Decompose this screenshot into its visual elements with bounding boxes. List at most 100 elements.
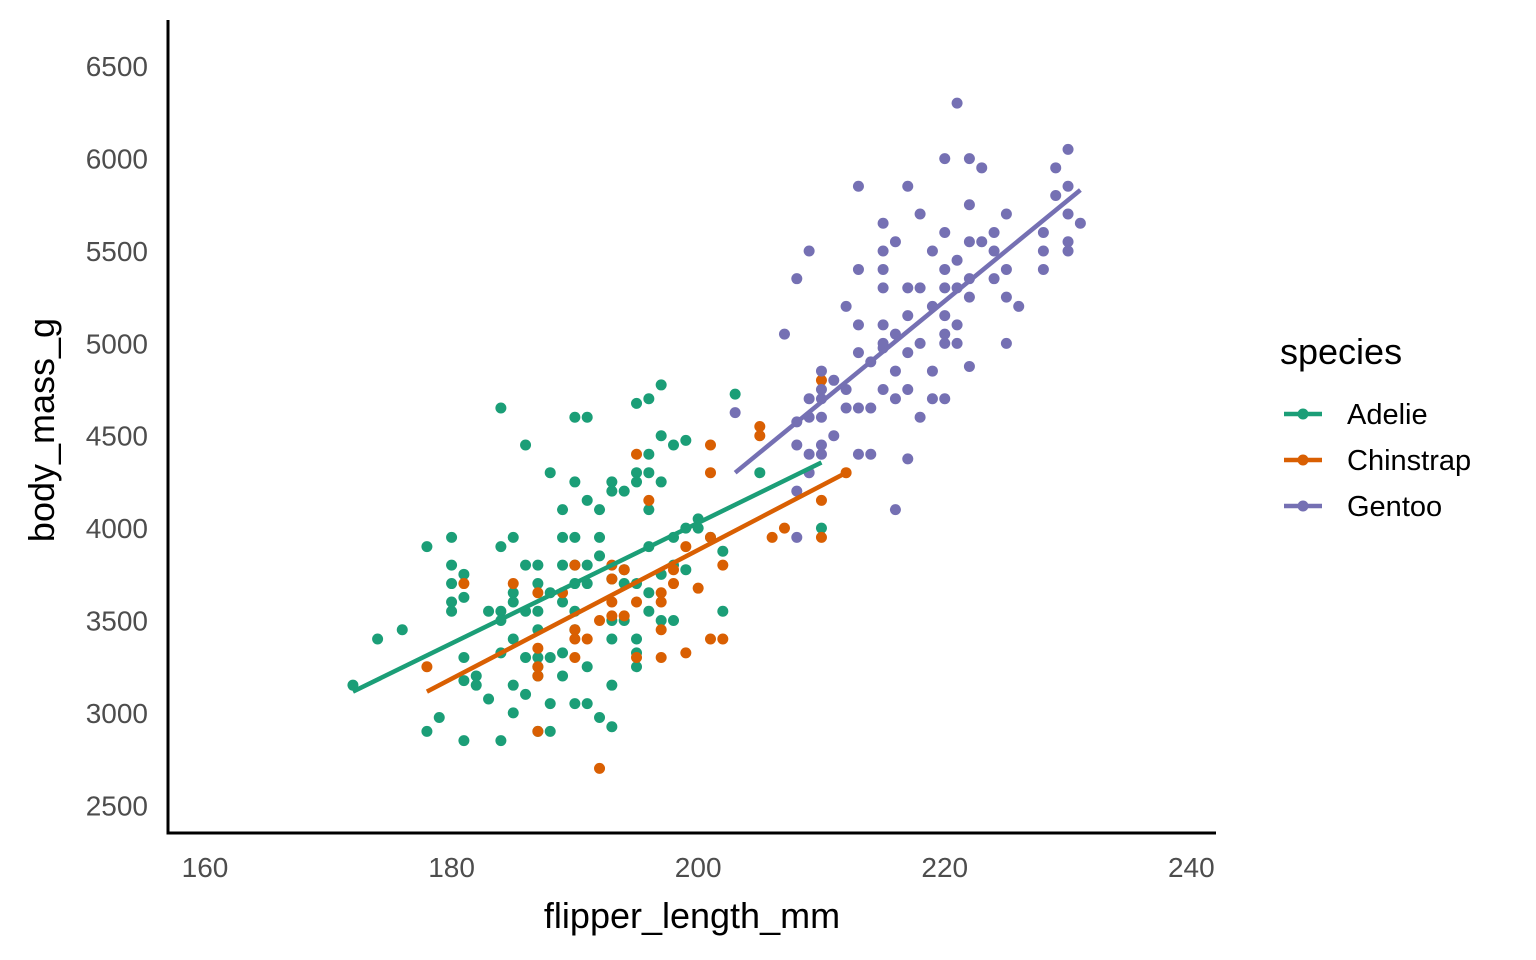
chinstrap-point [815,374,827,386]
gentoo-point [1050,190,1062,202]
adelie-point [557,559,569,571]
x-tick-label: 180 [428,852,475,883]
gentoo-point [852,180,864,192]
adelie-point [643,393,655,405]
adelie-point [606,485,618,497]
adelie-point [458,568,470,580]
gentoo-point [1062,180,1074,192]
chinstrap-point [717,633,729,645]
gentoo-point [939,226,951,238]
gentoo-point [1000,208,1012,220]
adelie-point [680,434,692,446]
chinstrap-point [569,633,581,645]
gentoo-point [815,365,827,377]
adelie-point [643,587,655,599]
y-tick-label: 2500 [86,790,148,821]
adelie-point [520,688,532,700]
legend-item-chinstrap: Chinstrap [1284,445,1471,477]
y-tick-label: 4500 [86,421,148,452]
adelie-point [717,545,729,557]
chinstrap-trend-line [425,470,848,694]
adelie-point [483,605,495,617]
adelie-trend-line [351,460,823,694]
adelie-point [581,698,593,710]
adelie-point [446,559,458,571]
adelie-point [495,402,507,414]
adelie-point [581,661,593,673]
x-tick-label: 160 [182,852,229,883]
chinstrap-point [655,624,667,636]
gentoo-point [1050,162,1062,174]
chinstrap-point [778,522,790,534]
gentoo-point [976,236,988,248]
adelie-point [631,633,643,645]
adelie-point [668,615,680,627]
chinstrap-point [766,531,778,543]
gentoo-point [889,393,901,405]
gentoo-point [852,263,864,275]
gentoo-point [1013,300,1025,312]
adelie-point [532,578,544,590]
adelie-point [470,679,482,691]
gentoo-point [791,439,803,451]
adelie-point [458,735,470,747]
gentoo-point [815,448,827,460]
gentoo-point [939,263,951,275]
gentoo-point [803,393,815,405]
gentoo-point [902,310,914,322]
adelie-point [606,476,618,488]
adelie-point [495,605,507,617]
adelie-point [655,430,667,442]
gentoo-point [988,273,1000,285]
x-tick-label: 220 [921,852,968,883]
gentoo-trend-line [733,188,1082,475]
gentoo-point [1037,263,1049,275]
chinstrap-point [704,633,716,645]
adelie-point [446,605,458,617]
chinstrap-point [631,651,643,663]
gentoo-point [902,180,914,192]
adelie-point [396,624,408,636]
chinstrap-point [581,633,593,645]
adelie-point [643,467,655,479]
gentoo-point [791,531,803,543]
y-tick-label: 6000 [86,144,148,175]
gentoo-point [976,162,988,174]
chinstrap-point [631,448,643,460]
chinstrap-point [754,430,766,442]
y-tick-label: 5000 [86,328,148,359]
adelie-point [495,735,507,747]
adelie-point [631,397,643,409]
chinstrap-point [594,615,606,627]
gentoo-point [951,254,963,266]
gentoo-point [877,263,889,275]
adelie-point [483,693,495,705]
chinstrap-point [507,578,519,590]
gentoo-point [988,245,1000,257]
gentoo-point [1062,245,1074,257]
gentoo-point [852,319,864,331]
legend-key-point [1297,454,1309,466]
gentoo-point [914,337,926,349]
adelie-point [569,531,581,543]
gentoo-point [926,245,938,257]
gentoo-point [1062,236,1074,248]
adelie-point [668,439,680,451]
gentoo-point [889,504,901,516]
y-tick-label: 3000 [86,698,148,729]
gentoo-point [902,453,914,465]
chinstrap-point [668,578,680,590]
y-tick-label: 6500 [86,51,148,82]
adelie-point [433,712,445,724]
adelie-point [421,725,433,737]
chinstrap-point [655,587,667,599]
chinstrap-point [569,651,581,663]
adelie-point [507,596,519,608]
chinstrap-point [754,421,766,432]
adelie-point [557,670,569,682]
adelie-point [680,564,692,576]
gentoo-point [815,384,827,396]
chinstrap-point [569,559,581,571]
gentoo-point [791,273,803,285]
adelie-point [643,605,655,617]
